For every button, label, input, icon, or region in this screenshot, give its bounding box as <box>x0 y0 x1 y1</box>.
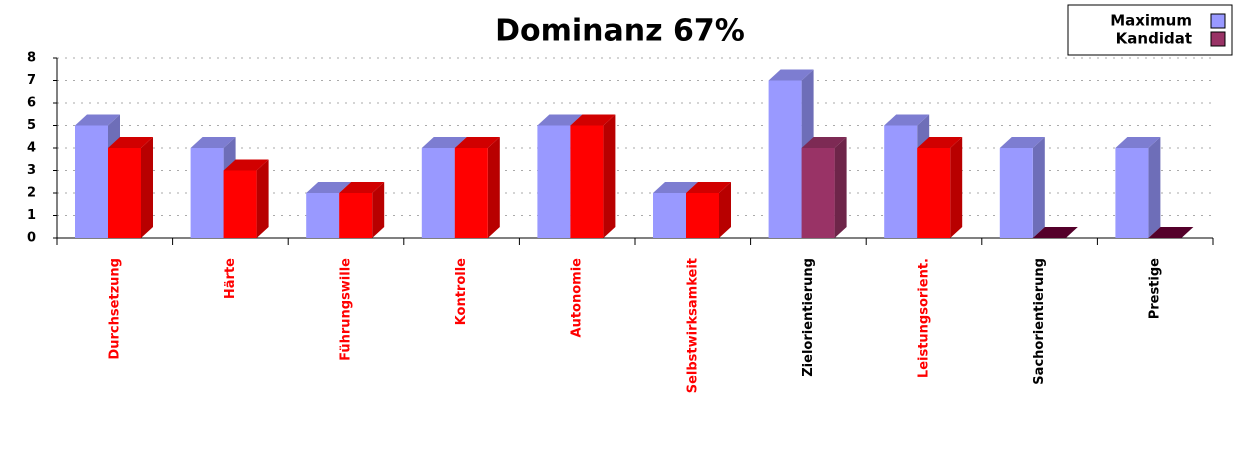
x-tick-label: Prestige <box>1148 258 1163 319</box>
x-tick-label: Zielorientierung <box>801 258 816 377</box>
bar-face <box>421 148 455 238</box>
bar-face <box>1115 148 1149 238</box>
bar-face <box>719 182 731 238</box>
bar-face <box>686 182 731 193</box>
bar-face <box>686 193 719 238</box>
y-tick-label: 6 <box>27 96 36 111</box>
bar-face <box>917 137 963 148</box>
bar-face <box>454 137 500 148</box>
bar-face <box>801 137 847 148</box>
bar-face <box>223 170 257 238</box>
y-tick-label: 5 <box>27 118 36 133</box>
bar <box>917 137 963 238</box>
y-tick-label: 1 <box>27 208 36 223</box>
bar <box>686 182 731 238</box>
bar-face <box>306 193 340 238</box>
bar-face <box>537 125 571 238</box>
bar-face <box>768 69 814 81</box>
legend-swatch <box>1210 13 1226 29</box>
bar <box>1032 227 1078 238</box>
bar <box>1115 137 1161 238</box>
x-tick-label: Autonomie <box>570 258 585 338</box>
legend-label: Kandidat <box>1116 30 1192 48</box>
bar-face <box>306 182 352 193</box>
y-tick-label: 4 <box>27 141 36 156</box>
y-tick-label: 2 <box>27 186 36 201</box>
bar-face <box>1115 137 1161 148</box>
bar <box>999 137 1045 238</box>
bar-face <box>653 182 698 193</box>
bar-face <box>75 125 108 238</box>
bar-face <box>1148 137 1161 238</box>
bar <box>454 137 500 238</box>
x-tick-label: Kontrolle <box>454 258 469 326</box>
x-tick-label: Sachorientierung <box>1032 258 1047 385</box>
bar-face <box>999 137 1045 148</box>
chart-title: Dominanz 67% <box>495 14 745 49</box>
bar-face <box>1032 227 1078 238</box>
bar <box>339 182 385 238</box>
x-tick-label: Leistungsorient. <box>917 258 932 378</box>
legend-box <box>1067 4 1233 56</box>
bar-face <box>1148 227 1194 238</box>
bar-face <box>75 114 120 126</box>
y-tick-label: 7 <box>27 73 36 88</box>
bar-face <box>537 114 583 126</box>
bar <box>570 114 616 238</box>
bar-face <box>950 137 963 238</box>
bar-face <box>570 125 604 238</box>
x-tick-label: Führungswille <box>339 258 354 361</box>
bar-face <box>372 182 385 238</box>
x-tick-label: Härte <box>223 258 238 299</box>
bar-face <box>653 193 686 238</box>
bar-face <box>223 159 269 171</box>
bar-face <box>190 137 236 148</box>
bar-face <box>884 125 918 238</box>
bar-face <box>421 137 467 148</box>
bar-face <box>190 148 224 238</box>
y-tick-label: 3 <box>27 163 36 178</box>
bar-face <box>884 114 930 126</box>
y-tick-label: 8 <box>27 51 36 66</box>
bar <box>1148 227 1194 238</box>
bar-face <box>603 114 616 238</box>
x-tick-label: Durchsetzung <box>107 258 122 360</box>
legend-label: Maximum <box>1110 12 1192 30</box>
bar <box>108 137 153 238</box>
bar-face <box>801 148 835 238</box>
bar <box>801 137 847 238</box>
bar-face <box>256 159 269 238</box>
bar-face <box>108 137 153 148</box>
legend-swatch <box>1210 31 1226 47</box>
bar-face <box>768 80 802 238</box>
bar <box>223 159 269 238</box>
bar-face <box>454 148 488 238</box>
bar-face <box>917 148 951 238</box>
bar-face <box>999 148 1033 238</box>
bar-face <box>834 137 847 238</box>
x-tick-label: Selbstwirksamkeit <box>685 258 700 393</box>
bar-face <box>1032 137 1045 238</box>
bar-face <box>487 137 500 238</box>
bar-face <box>339 193 373 238</box>
bar-face <box>141 137 153 238</box>
y-tick-label: 0 <box>27 231 36 246</box>
bar-face <box>339 182 385 193</box>
bar-face <box>108 148 141 238</box>
bar-face <box>570 114 616 126</box>
